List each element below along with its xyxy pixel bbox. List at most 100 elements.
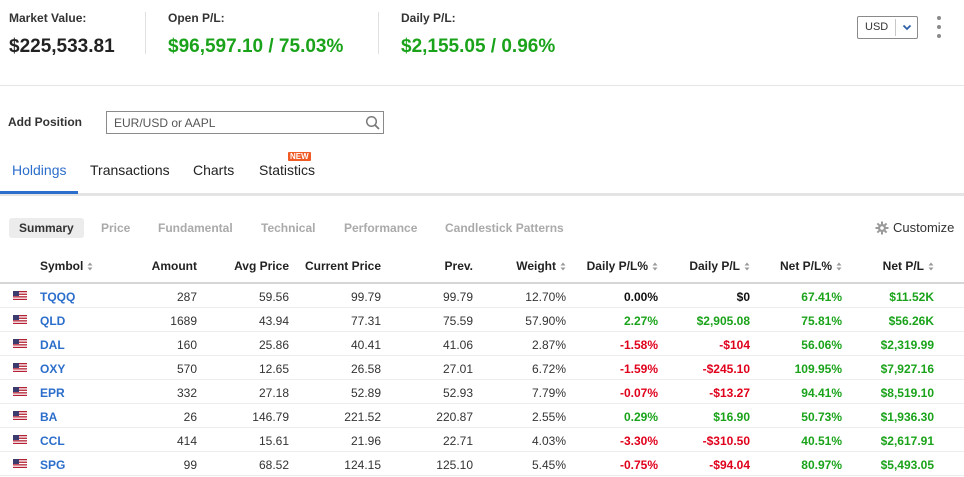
us-flag-icon: [13, 411, 27, 420]
current-price-cell: 21.96: [350, 434, 381, 448]
currency-select[interactable]: USD: [857, 16, 918, 39]
daily-pl-cell: -$94.04: [709, 458, 750, 472]
table-row[interactable]: DAL 160 25.86 40.41 41.06 2.87% -1.58% -…: [0, 332, 964, 356]
table-row[interactable]: SPG 99 68.52 124.15 125.10 5.45% -0.75% …: [0, 452, 964, 476]
subtab-candlestick-patterns[interactable]: Candlestick Patterns: [445, 221, 564, 235]
current-price-cell: 77.31: [350, 314, 381, 328]
column-header-daily-pl-pct[interactable]: Daily P/L%: [587, 259, 658, 273]
table-row[interactable]: EPR 332 27.18 52.89 52.93 7.79% -0.07% -…: [0, 380, 964, 404]
table-header: Symbol Amount Avg Price Current Price Pr…: [0, 253, 964, 284]
column-header-net-pl[interactable]: Net P/L: [883, 259, 934, 273]
new-badge: NEW: [288, 152, 311, 161]
symbol-link[interactable]: SPG: [40, 458, 66, 472]
divider: [145, 12, 146, 54]
table-row[interactable]: QLD 1689 43.94 77.31 75.59 57.90% 2.27% …: [0, 308, 964, 332]
subtab-performance[interactable]: Performance: [344, 221, 418, 235]
current-price-cell: 26.58: [350, 362, 381, 376]
avg-price-cell: 43.94: [258, 314, 289, 328]
daily-pl-pct-cell: -0.07%: [619, 386, 658, 400]
search-icon[interactable]: [365, 115, 381, 131]
symbol-link[interactable]: OXY: [40, 362, 66, 376]
open-pl-label: Open P/L:: [168, 11, 225, 25]
net-pl-pct-cell: 109.95%: [794, 362, 842, 376]
us-flag-icon: [13, 363, 27, 372]
column-label: Weight: [516, 259, 556, 273]
weight-cell: 7.79%: [531, 386, 566, 400]
amount-cell: 570: [176, 362, 197, 376]
daily-pl-pct-cell: 0.29%: [623, 410, 658, 424]
tab-holdings[interactable]: Holdings: [12, 162, 67, 178]
daily-pl-cell: $16.90: [713, 410, 750, 424]
column-header-symbol[interactable]: Symbol: [40, 259, 93, 273]
column-label: Net P/L: [882, 259, 924, 273]
table-row[interactable]: OXY 570 12.65 26.58 27.01 6.72% -1.59% -…: [0, 356, 964, 380]
column-header-prev[interactable]: Prev.: [444, 259, 473, 273]
symbol-link[interactable]: BA: [40, 410, 58, 424]
prev-cell: 41.06: [442, 338, 473, 352]
customize-label: Customize: [893, 220, 955, 235]
current-price-cell: 221.52: [344, 410, 381, 424]
net-pl-cell: $2,319.99: [880, 338, 934, 352]
net-pl-pct-cell: 56.06%: [801, 338, 842, 352]
subtab-summary[interactable]: Summary: [9, 218, 84, 238]
net-pl-cell: $7,927.16: [880, 362, 934, 376]
divider: [378, 12, 379, 54]
table-row[interactable]: BA 26 146.79 221.52 220.87 2.55% 0.29% $…: [0, 404, 964, 428]
column-header-daily-pl[interactable]: Daily P/L: [689, 259, 750, 273]
weight-cell: 6.72%: [531, 362, 566, 376]
net-pl-pct-cell: 40.51%: [801, 434, 842, 448]
sort-icon: [560, 262, 566, 271]
daily-pl-cell: -$13.27: [709, 386, 750, 400]
subtab-fundamental[interactable]: Fundamental: [158, 221, 233, 235]
symbol-link[interactable]: QLD: [40, 314, 66, 328]
net-pl-pct-cell: 94.41%: [801, 386, 842, 400]
column-header-avg-price[interactable]: Avg Price: [234, 259, 289, 273]
tab-statistics[interactable]: Statistics: [259, 162, 316, 178]
amount-cell: 160: [176, 338, 197, 352]
sort-icon: [744, 262, 750, 271]
column-label: Daily P/L: [689, 259, 740, 273]
us-flag-icon: [13, 459, 27, 468]
symbol-link[interactable]: DAL: [40, 338, 65, 352]
kebab-menu-icon[interactable]: [932, 15, 946, 39]
us-flag-icon: [13, 339, 27, 348]
amount-cell: 287: [176, 290, 197, 304]
market-value: Market Value: $225,533.81: [9, 11, 115, 58]
holdings-table: Symbol Amount Avg Price Current Price Pr…: [0, 253, 964, 476]
daily-pl-cell: -$310.50: [702, 434, 750, 448]
main-tabs: Holdings Transactions Charts Statistics: [0, 150, 964, 196]
net-pl-cell: $2,617.91: [880, 434, 934, 448]
prev-cell: 75.59: [442, 314, 473, 328]
column-header-amount[interactable]: Amount: [151, 259, 197, 273]
net-pl-pct-cell: 67.41%: [801, 290, 842, 304]
table-row[interactable]: CCL 414 15.61 21.96 22.71 4.03% -3.30% -…: [0, 428, 964, 452]
net-pl-cell: $1,936.30: [880, 410, 934, 424]
daily-pl-cell: -$104: [719, 338, 750, 352]
subtab-price[interactable]: Price: [101, 221, 131, 235]
open-pl: Open P/L: $96,597.10 / 75.03%: [168, 11, 343, 58]
weight-cell: 2.87%: [531, 338, 566, 352]
symbol-link[interactable]: CCL: [40, 434, 65, 448]
symbol-link[interactable]: EPR: [40, 386, 65, 400]
add-position-label: Add Position: [8, 115, 82, 129]
gear-icon: [875, 221, 889, 235]
column-header-current-price[interactable]: Current Price: [304, 259, 381, 273]
avg-price-cell: 146.79: [252, 410, 289, 424]
search-input[interactable]: [107, 112, 357, 133]
table-row[interactable]: TQQQ 287 59.56 99.79 99.79 12.70% 0.00% …: [0, 284, 964, 308]
market-value-amount: $225,533.81: [9, 36, 115, 57]
net-pl-pct-cell: 75.81%: [801, 314, 842, 328]
amount-cell: 1689: [170, 314, 197, 328]
column-header-net-pl-pct[interactable]: Net P/L%: [780, 259, 842, 273]
us-flag-icon: [13, 435, 27, 444]
tab-transactions[interactable]: Transactions: [90, 162, 170, 178]
currency-value: USD: [865, 21, 889, 33]
daily-pl-pct-cell: -1.58%: [619, 338, 658, 352]
daily-pl-cell: -$245.10: [702, 362, 750, 376]
weight-cell: 5.45%: [531, 458, 566, 472]
column-header-weight[interactable]: Weight: [516, 259, 566, 273]
subtab-technical[interactable]: Technical: [261, 221, 316, 235]
symbol-link[interactable]: TQQQ: [40, 290, 76, 304]
avg-price-cell: 25.86: [258, 338, 289, 352]
tab-charts[interactable]: Charts: [193, 162, 235, 178]
